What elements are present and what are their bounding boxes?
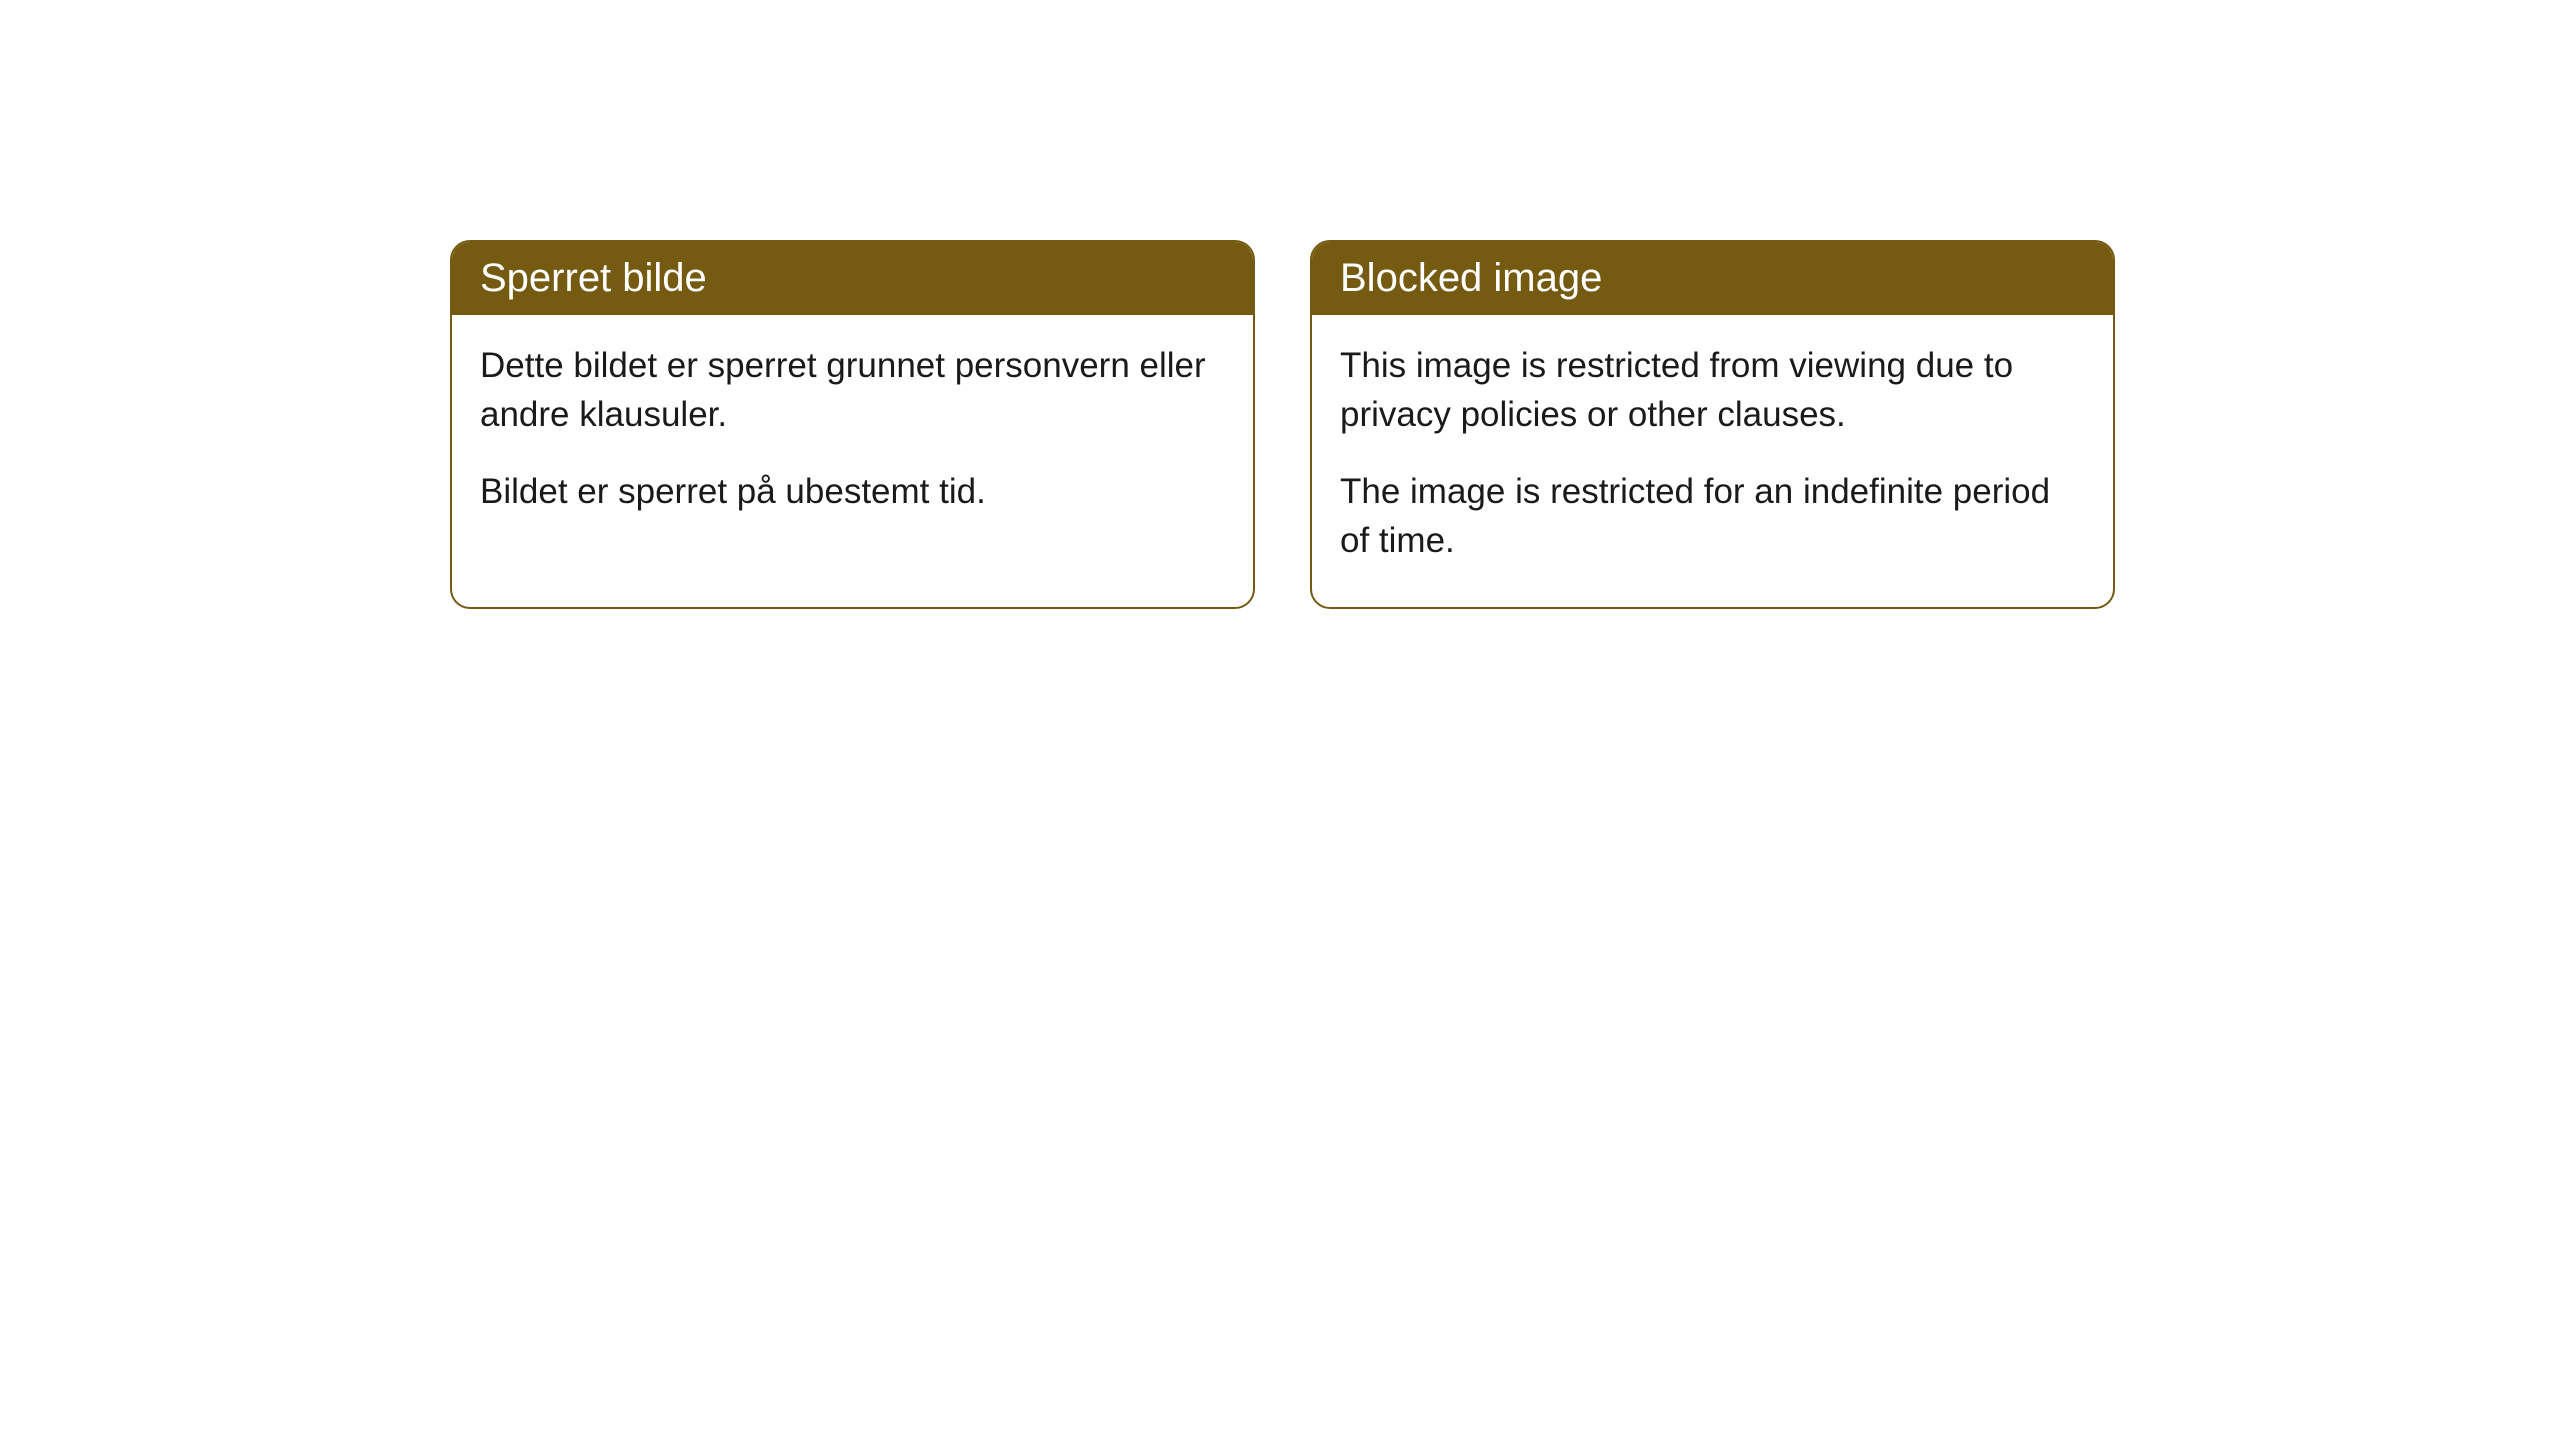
card-body-norwegian: Dette bildet er sperret grunnet personve… xyxy=(452,315,1253,558)
card-paragraph1-norwegian: Dette bildet er sperret grunnet personve… xyxy=(480,341,1225,439)
card-header-norwegian: Sperret bilde xyxy=(452,242,1253,315)
card-paragraph2-norwegian: Bildet er sperret på ubestemt tid. xyxy=(480,467,1225,516)
card-header-english: Blocked image xyxy=(1312,242,2113,315)
card-title-english: Blocked image xyxy=(1340,256,1602,300)
card-paragraph1-english: This image is restricted from viewing du… xyxy=(1340,341,2085,439)
blocked-image-card-norwegian: Sperret bilde Dette bildet er sperret gr… xyxy=(450,240,1255,609)
blocked-image-card-english: Blocked image This image is restricted f… xyxy=(1310,240,2115,609)
card-paragraph2-english: The image is restricted for an indefinit… xyxy=(1340,467,2085,565)
card-body-english: This image is restricted from viewing du… xyxy=(1312,315,2113,607)
card-title-norwegian: Sperret bilde xyxy=(480,256,707,300)
cards-container: Sperret bilde Dette bildet er sperret gr… xyxy=(450,240,2560,609)
